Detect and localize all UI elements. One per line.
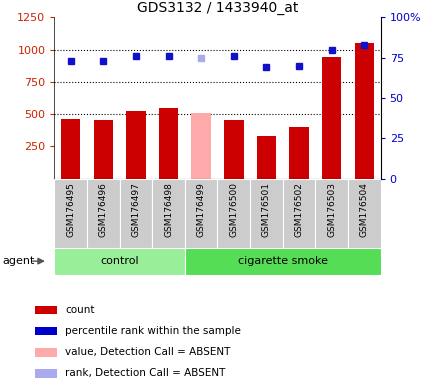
Text: GSM176501: GSM176501 [261, 182, 270, 237]
Bar [224, 120, 243, 179]
Text: GSM176498: GSM176498 [164, 182, 173, 237]
Bar [119, 179, 152, 248]
Bar [354, 43, 373, 179]
Bar [184, 179, 217, 248]
Bar [35, 369, 56, 378]
Text: percentile rank within the sample: percentile rank within the sample [65, 326, 240, 336]
Text: GSM176495: GSM176495 [66, 182, 75, 237]
Text: GSM176500: GSM176500 [229, 182, 238, 237]
Bar [87, 179, 119, 248]
Bar [184, 248, 380, 275]
Text: GSM176496: GSM176496 [99, 182, 108, 237]
Text: GSM176502: GSM176502 [294, 182, 303, 237]
Bar [282, 179, 315, 248]
Text: agent: agent [3, 256, 35, 266]
Bar [35, 327, 56, 336]
Title: GDS3132 / 1433940_at: GDS3132 / 1433940_at [137, 1, 297, 15]
Bar [54, 248, 184, 275]
Bar [35, 306, 56, 314]
Bar [315, 179, 347, 248]
Bar [289, 127, 308, 179]
Bar [321, 57, 341, 179]
Text: GSM176504: GSM176504 [359, 182, 368, 237]
Bar [217, 179, 250, 248]
Bar [158, 108, 178, 179]
Text: value, Detection Call = ABSENT: value, Detection Call = ABSENT [65, 347, 230, 358]
Bar [126, 111, 145, 179]
Bar [256, 136, 276, 179]
Bar [93, 121, 113, 179]
Text: rank, Detection Call = ABSENT: rank, Detection Call = ABSENT [65, 368, 225, 379]
Text: GSM176503: GSM176503 [326, 182, 335, 237]
Text: GSM176499: GSM176499 [196, 182, 205, 237]
Text: cigarette smoke: cigarette smoke [237, 256, 327, 266]
Bar [61, 119, 80, 179]
Bar [35, 348, 56, 356]
Text: count: count [65, 305, 95, 315]
Text: control: control [100, 256, 138, 266]
Bar [54, 179, 87, 248]
Bar [191, 113, 210, 179]
Bar [152, 179, 184, 248]
Bar [250, 179, 282, 248]
Bar [347, 179, 380, 248]
Text: GSM176497: GSM176497 [131, 182, 140, 237]
